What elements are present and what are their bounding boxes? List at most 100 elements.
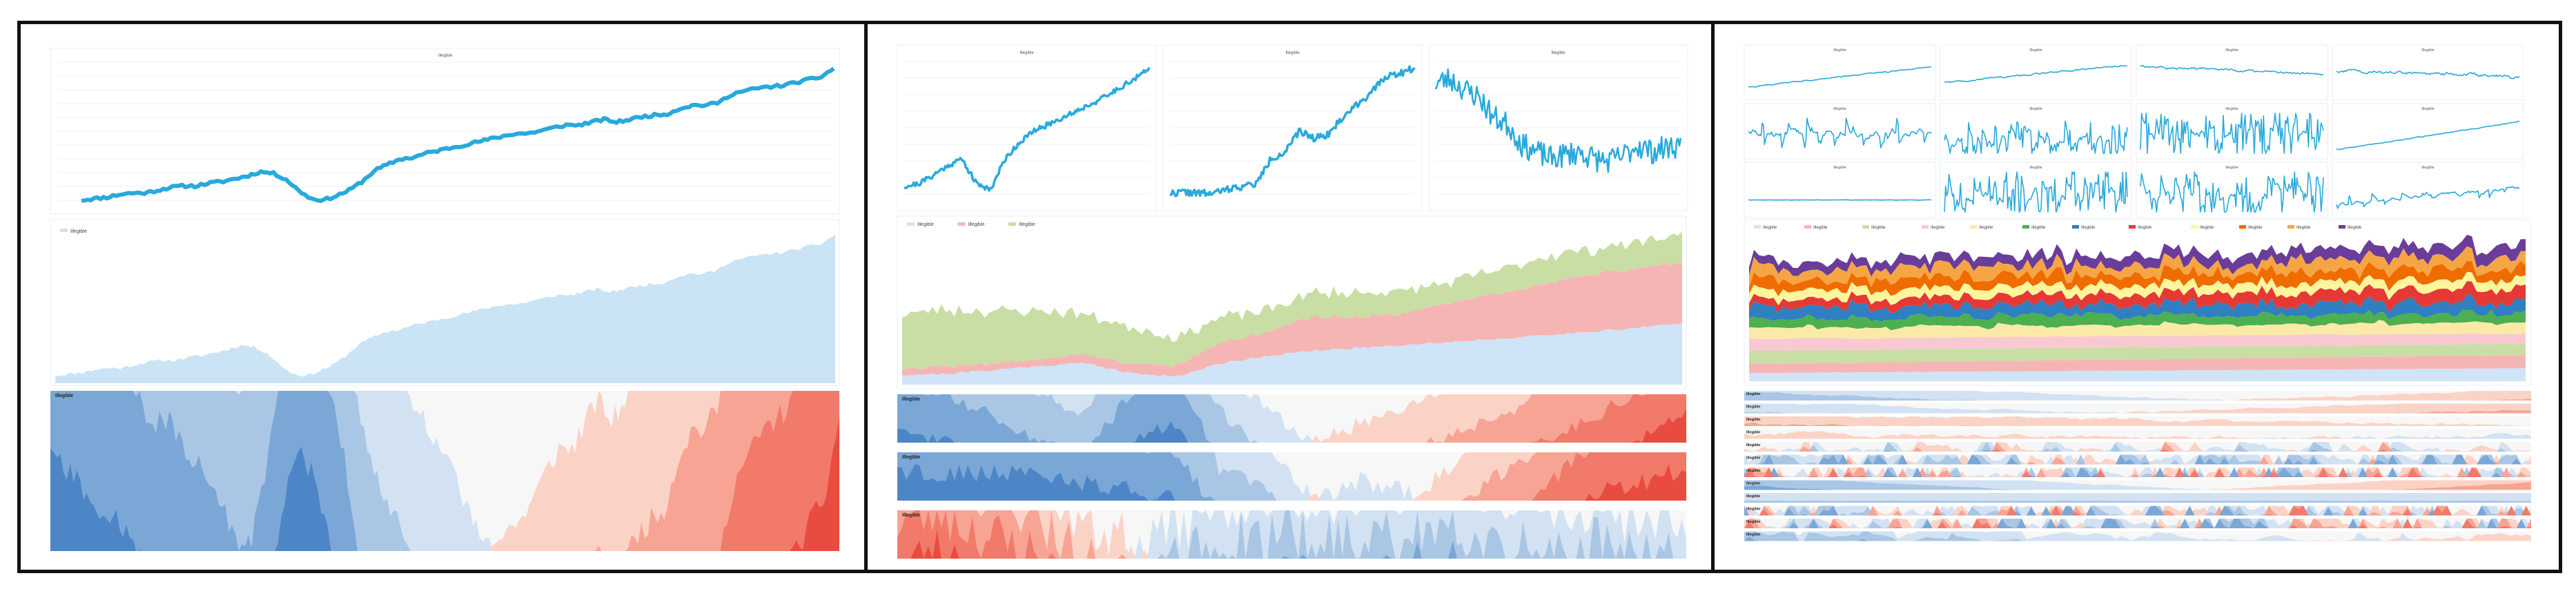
panel-3-series-line-2 bbox=[2140, 64, 2324, 76]
panel-3-sm-title-7: Illegible bbox=[2421, 107, 2434, 111]
panel-3-legend-label: Illegible bbox=[2200, 226, 2214, 230]
panel-3-horizon-9-band-pos-0 bbox=[1744, 505, 2531, 516]
panel-3-legend-swatch bbox=[2072, 225, 2079, 229]
panel-3-horizon-label-1: Illegible bbox=[1746, 405, 1760, 409]
panel-3-horizon-5-band-pos-0 bbox=[1744, 454, 2531, 465]
panel-3-stack-layer-6 bbox=[1749, 294, 2526, 322]
panel-3-horizon-5-band-neg-1 bbox=[1744, 454, 2531, 465]
panel-frame-1: Illegible Illegible Illegible bbox=[17, 21, 868, 573]
panel-2-horizon-2-band-neg-1 bbox=[897, 510, 1686, 559]
panel-3-horizon-label-2: Illegible bbox=[1746, 418, 1760, 422]
panel-3-legend-label: Illegible bbox=[2081, 226, 2096, 230]
panel-3-horizon-0-band-pos-0 bbox=[1744, 391, 2531, 401]
panel-2-sm-title-0: Illegible bbox=[1019, 51, 1034, 55]
panel-1-area-legend-swatch bbox=[60, 229, 68, 232]
panel-2-legend-label: Illegible bbox=[968, 222, 985, 227]
panel-3-horizon-3-bg bbox=[1744, 429, 2531, 439]
panel-3-sm-title-0: Illegible bbox=[1833, 48, 1846, 52]
panel-2-horizon-2-band-pos-0 bbox=[897, 510, 1686, 559]
panel-3-horizon-4-band-pos-0 bbox=[1744, 442, 2531, 452]
panel-3-sm-title-11: Illegible bbox=[2421, 166, 2434, 170]
panel-3-legend-swatch bbox=[1754, 225, 1761, 229]
panel-3-sm-title-5: Illegible bbox=[2029, 107, 2042, 111]
panel-3-legend-swatch bbox=[2339, 225, 2345, 229]
panel-3-horizon-1-band-pos-0 bbox=[1744, 403, 2531, 414]
panel-3-series-line-5 bbox=[1944, 120, 2128, 154]
panel-1-chart: Illegible Illegible Illegible bbox=[50, 48, 840, 551]
panel-3-legend-label: Illegible bbox=[1979, 226, 1993, 230]
panel-2-stack-layer-2 bbox=[902, 231, 1682, 370]
panel-3-horizon-7-band-neg-2 bbox=[1744, 485, 2531, 490]
panel-3-series-line-11 bbox=[2336, 186, 2520, 209]
panel-3-horizon-10-band-neg-0 bbox=[1744, 519, 2531, 528]
panel-3-legend-swatch bbox=[2239, 225, 2246, 229]
panel-2-stack-layer-0 bbox=[902, 322, 1682, 385]
panel-3-stack-layer-3 bbox=[1749, 334, 2526, 351]
panel-3-horizon-1-band-pos-1 bbox=[1744, 409, 2531, 414]
panel-1-horizon-band-neg-1 bbox=[50, 391, 839, 551]
panel-3-sm-title-4: Illegible bbox=[1833, 107, 1846, 111]
panel-1-series-line bbox=[81, 66, 835, 203]
panel-2-legend-swatch bbox=[1008, 222, 1016, 226]
panel-2-horizon-0-band-neg-1 bbox=[897, 394, 1686, 443]
panel-2-horizon-0-band-neg-2 bbox=[897, 394, 1686, 443]
panel-1-horizon-label: Illegible bbox=[55, 394, 73, 398]
panel-2-horizon-2-band-pos-2 bbox=[897, 510, 1686, 559]
panel-3-chart: Illegible Illegible Illegible Illegible Ille… bbox=[1744, 44, 2532, 541]
panel-3-small-multiple-11-frame bbox=[2332, 162, 2524, 218]
panel-3-stack-layer-9 bbox=[1749, 260, 2526, 296]
panel-3-legend-swatch bbox=[2191, 225, 2198, 229]
panel-3-sm-title-9: Illegible bbox=[2029, 166, 2042, 170]
panel-3-horizon-8-band-neg-0 bbox=[1744, 493, 2531, 503]
panel-3-legend-swatch bbox=[1970, 225, 1977, 229]
panel-3-sm-title-3: Illegible bbox=[2421, 48, 2434, 52]
panel-3-legend-label: Illegible bbox=[2248, 226, 2263, 230]
panel-3-stack-layer-2 bbox=[1749, 344, 2526, 364]
panel-2-horizon-0-band-pos-2 bbox=[897, 394, 1686, 443]
panel-3-horizon-1-band-neg-0 bbox=[1744, 403, 2531, 414]
panel-3-series-line-4 bbox=[1748, 117, 1932, 148]
panel-3-legend-label: Illegible bbox=[1931, 226, 1945, 230]
panel-frame-2: Illegible Illegible Illegible Illegible Ille… bbox=[864, 21, 1715, 573]
panel-3-horizon-label-3: Illegible bbox=[1746, 431, 1760, 435]
panel-2-sm-title-1: Illegible bbox=[1285, 51, 1300, 55]
panel-1-horizon-band-pos-2 bbox=[50, 391, 839, 551]
panel-3-series-line-10 bbox=[2140, 171, 2324, 213]
panel-2-chart: Illegible Illegible Illegible Illegible Ille… bbox=[897, 44, 1688, 559]
panel-3-stack-layer-4 bbox=[1749, 320, 2526, 340]
panel-3-stack-layer-11 bbox=[1749, 235, 2526, 277]
panel-3-legend-swatch bbox=[2129, 225, 2136, 229]
panel-3-horizon-6-band-neg-0 bbox=[1744, 467, 2531, 477]
panel-2-horizon-label-2: Illegible bbox=[902, 513, 920, 518]
panel-1-horizon-band-neg-3 bbox=[50, 447, 839, 551]
panel-3-legend-swatch bbox=[1862, 225, 1869, 229]
panel-3-stack-layer-8 bbox=[1749, 271, 2526, 306]
panel-3-legend-label: Illegible bbox=[2138, 226, 2152, 230]
panel-3-horizon-5-band-neg-2 bbox=[1744, 454, 2531, 465]
panel-3-legend-label: Illegible bbox=[2348, 226, 2362, 230]
panel-2-legend-swatch bbox=[907, 222, 915, 226]
panel-3-legend-swatch bbox=[2287, 225, 2294, 229]
panel-3-horizon-9-band-neg-2 bbox=[1744, 505, 2531, 516]
panel-2-horizon-0-band-pos-1 bbox=[897, 394, 1686, 443]
panel-3-horizon-11-band-neg-1 bbox=[1744, 531, 2531, 541]
panel-3-horizon-label-9: Illegible bbox=[1746, 508, 1760, 512]
panel-3-horizon-label-4: Illegible bbox=[1746, 443, 1760, 447]
panel-3-series-line-1 bbox=[1944, 65, 2128, 84]
panel-3-stack-layer-10 bbox=[1749, 246, 2526, 288]
panel-3-horizon-2-band-pos-1 bbox=[1744, 422, 2531, 426]
panel-3-sm-title-1: Illegible bbox=[2029, 48, 2042, 52]
panel-3-legend-label: Illegible bbox=[1871, 226, 1886, 230]
panel-3-horizon-3-band-pos-0 bbox=[1744, 431, 2531, 439]
panel-2-legend-label: Illegible bbox=[1019, 222, 1035, 227]
panel-3-horizon-0-band-neg-1 bbox=[1744, 392, 2531, 401]
panel-3-horizon-8-band-neg-1 bbox=[1744, 500, 2531, 503]
panel-3-horizon-10-band-pos-2 bbox=[1744, 519, 2531, 528]
panel-2-series-line-2 bbox=[1434, 68, 1682, 173]
panel-3-horizon-label-0: Illegible bbox=[1746, 392, 1760, 396]
panel-3-horizon-0-band-neg-0 bbox=[1744, 391, 2531, 401]
panel-3-small-multiple-7-frame bbox=[2332, 103, 2524, 160]
panel-3-horizon-label-10: Illegible bbox=[1746, 520, 1760, 524]
panel-2-horizon-1-band-pos-3 bbox=[897, 464, 1686, 501]
